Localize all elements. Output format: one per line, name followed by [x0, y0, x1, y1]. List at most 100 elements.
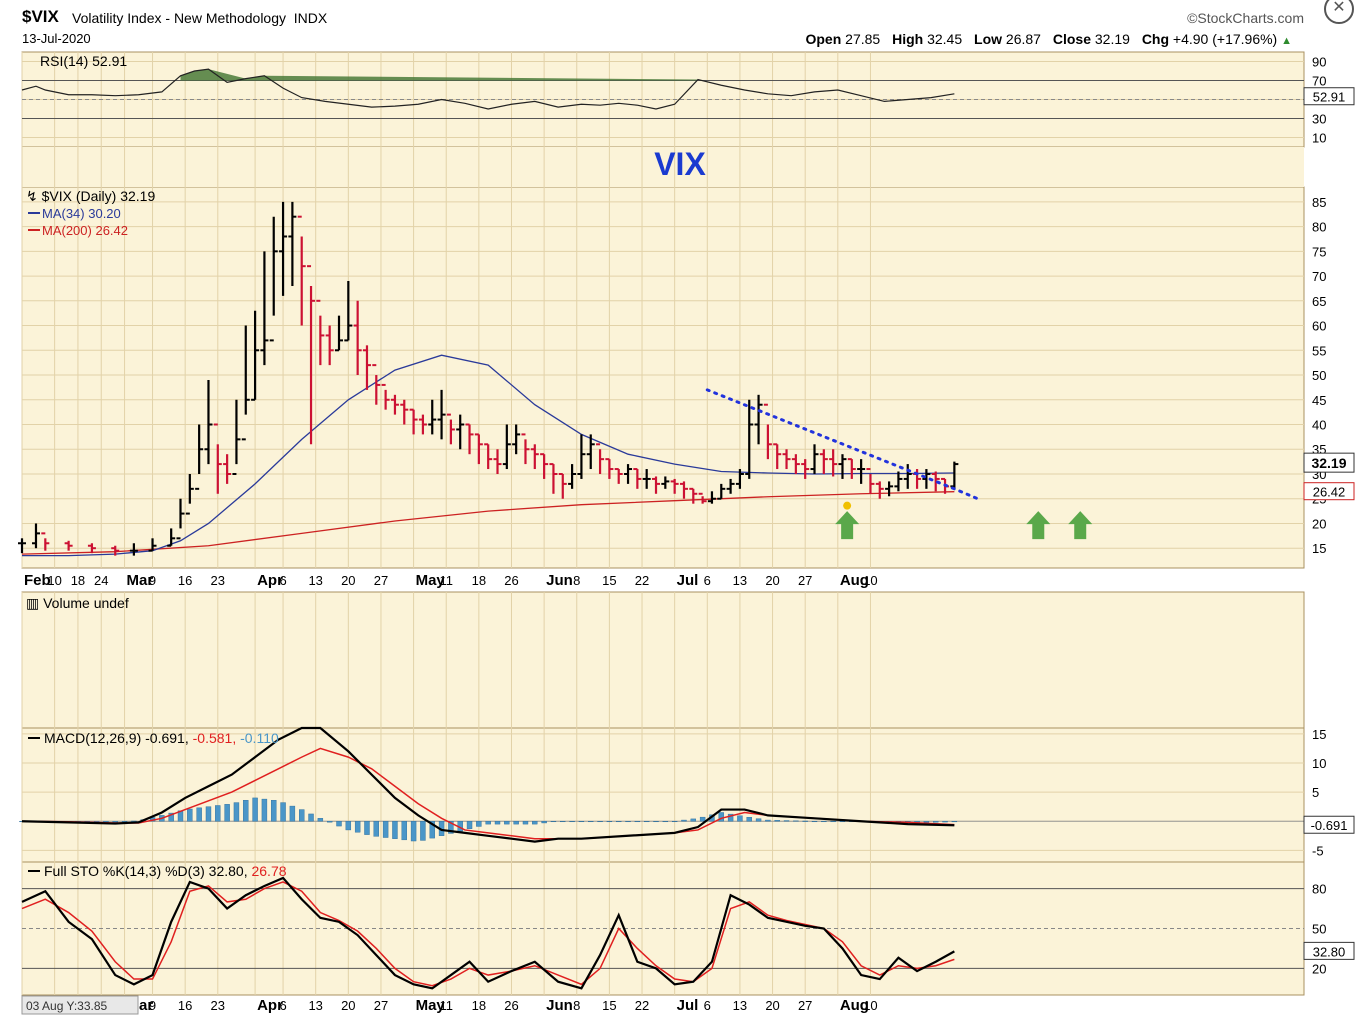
x-axis-label-bottom: 26 — [504, 998, 518, 1013]
rsi-legend: RSI(14) 52.91 — [40, 53, 127, 69]
chart-header: $VIX Volatility Index - New Methodology … — [0, 0, 1356, 52]
price-bar — [791, 454, 800, 474]
macd-legend: MACD(12,26,9) -0.691, -0.581, -0.110 — [44, 730, 279, 746]
x-axis-label: 16 — [178, 573, 192, 588]
macd-hist-bar — [699, 816, 706, 822]
sto-d-line — [21, 881, 955, 987]
macd-hist-bar — [643, 821, 650, 823]
x-axis-label: 9 — [149, 573, 156, 588]
macd-hist-bar — [345, 821, 352, 831]
rsi-tick-label: 10 — [1312, 131, 1326, 146]
sto-last-box — [1303, 941, 1355, 960]
macd-hist-bar — [727, 813, 734, 822]
price-bar — [679, 481, 688, 499]
price-bar — [586, 434, 595, 470]
price-bar — [577, 434, 586, 479]
price-bar — [241, 325, 250, 441]
macd-hist-bar — [625, 821, 631, 823]
macd-hist-bar — [392, 821, 398, 839]
price-bar — [344, 281, 353, 342]
macd-hist-bar — [271, 800, 277, 822]
price-bar — [763, 403, 772, 460]
macd-hist-bar — [811, 821, 818, 823]
price-bar — [801, 459, 810, 479]
rsi-line — [21, 68, 955, 110]
price-bar — [493, 449, 502, 474]
macd-last-box — [1303, 815, 1355, 834]
ma34-line — [22, 354, 955, 557]
price-bar — [782, 449, 791, 470]
up-arrow-icon: ▲ — [1281, 35, 1292, 47]
price-bar — [624, 464, 633, 484]
x-axis-label-bottom: Apr — [257, 997, 283, 1014]
price-bar — [549, 463, 558, 494]
symbol: $VIX — [22, 7, 59, 26]
price-bar — [297, 215, 306, 326]
x-axis-label-bottom: Jun — [546, 997, 573, 1014]
macd-hist-bar — [951, 821, 958, 823]
x-axis-label: 23 — [211, 573, 225, 588]
price-bar — [64, 540, 73, 551]
trendline-dotted — [705, 388, 980, 501]
macd-hist-bar — [429, 821, 435, 839]
macd-hist-bar — [560, 821, 566, 823]
x-axis-label-bottom: 23 — [211, 998, 225, 1013]
macd-hist-bar — [718, 812, 724, 822]
cursor-readout: 03 Aug Y:33.85 — [26, 999, 108, 1013]
price-bar — [745, 399, 754, 479]
price-bar — [847, 458, 856, 479]
macd-hist-bar — [485, 821, 491, 825]
close-icon[interactable]: ✕ — [1324, 0, 1354, 24]
price-bar — [540, 453, 549, 479]
macd-hist-bar — [923, 821, 930, 823]
price-bar — [41, 532, 50, 551]
price-bar — [512, 424, 521, 455]
macd-hist-bar — [308, 813, 314, 822]
price-bar — [530, 444, 539, 470]
price-bar — [484, 443, 493, 470]
price-bar — [381, 383, 390, 410]
x-axis-label: 15 — [602, 573, 616, 588]
x-axis-label: Jul — [677, 572, 699, 589]
price-bar — [18, 538, 26, 554]
x-axis-label: 27 — [798, 573, 812, 588]
x-axis-label: 20 — [341, 573, 355, 588]
macd-hist-bar — [233, 802, 240, 822]
x-axis-label: May — [416, 572, 446, 589]
price-tick-label: 40 — [1312, 418, 1326, 433]
ohlc-readout: Open 27.85 High 32.45 Low 26.87 Close 32… — [805, 31, 1292, 47]
x-axis-label: 22 — [635, 573, 649, 588]
price-bar — [521, 433, 530, 465]
price-bar — [707, 491, 716, 504]
macd-hist-bar — [830, 821, 836, 823]
rsi-last-box — [1303, 87, 1355, 106]
macd-line — [21, 726, 955, 843]
green-up-arrow-icon — [1026, 511, 1051, 540]
price-bar — [866, 468, 875, 494]
x-axis-label-bottom: 20 — [341, 998, 355, 1013]
panel-vol — [21, 591, 1305, 729]
price-bar — [325, 325, 334, 366]
macd-hist-bar — [252, 797, 258, 822]
x-axis-label-bottom: 9 — [149, 998, 156, 1013]
rsi-tick-label: 90 — [1312, 55, 1326, 70]
price-tick-label: 55 — [1312, 343, 1326, 358]
price-bar — [223, 454, 232, 484]
macd-hist-bar — [317, 818, 324, 822]
price-bar — [773, 443, 782, 470]
price-bar — [195, 424, 204, 490]
x-axis-label: 27 — [374, 573, 388, 588]
x-axis-label: Jun — [546, 572, 573, 589]
macd-hist-bar — [532, 821, 538, 825]
price-bar — [316, 299, 325, 366]
panel-gap — [22, 147, 1304, 187]
macd-hist-bar — [737, 815, 743, 822]
rsi-overbought-fill — [180, 69, 698, 81]
macd-tick-label: 5 — [1312, 785, 1319, 800]
ma200-last-box — [1303, 482, 1355, 501]
macd-hist-bar — [671, 821, 678, 823]
x-axis-label-bottom: 15 — [602, 998, 616, 1013]
x-axis-label: 26 — [504, 573, 518, 588]
brand-label: ©StockCharts.com — [1187, 10, 1304, 26]
